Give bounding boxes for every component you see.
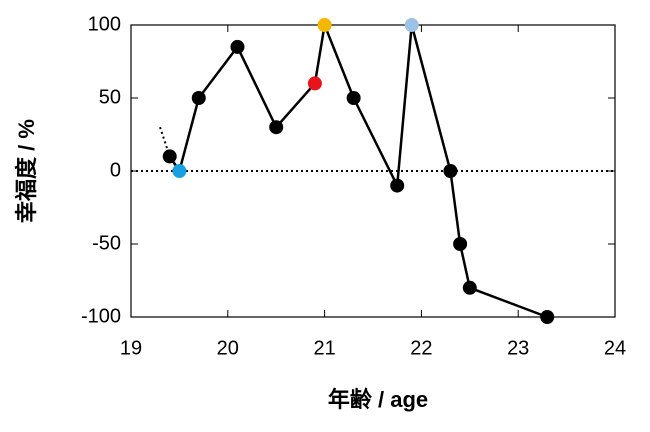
data-point <box>462 280 477 295</box>
x-tick-label: 21 <box>313 337 335 359</box>
y-tick-label: -50 <box>92 232 121 254</box>
data-point <box>453 237 468 251</box>
y-tick-label: 100 <box>88 13 121 35</box>
data-point <box>443 164 458 178</box>
data-line <box>168 20 548 319</box>
data-point <box>172 164 187 178</box>
x-tick-label: 23 <box>507 337 529 359</box>
y-tick-label: -100 <box>81 305 121 327</box>
data-point <box>346 91 361 105</box>
data-point <box>269 120 284 135</box>
y-tick-label: 50 <box>99 86 121 108</box>
data-point <box>162 149 177 164</box>
data-point <box>307 76 322 91</box>
data-point <box>390 178 405 193</box>
x-tick-label: 20 <box>217 337 239 359</box>
data-point <box>540 310 555 324</box>
y-axis-label: 幸福度 / % <box>14 119 39 223</box>
data-point <box>230 39 245 54</box>
x-axis-label: 年齢 / age <box>328 387 428 412</box>
data-point <box>404 18 419 32</box>
x-tick-label: 24 <box>604 337 626 359</box>
data-point <box>317 18 332 32</box>
data-point <box>191 91 206 105</box>
x-tick-label: 22 <box>410 337 432 359</box>
y-tick-label: 0 <box>110 159 121 181</box>
x-tick-label: 19 <box>120 337 142 359</box>
